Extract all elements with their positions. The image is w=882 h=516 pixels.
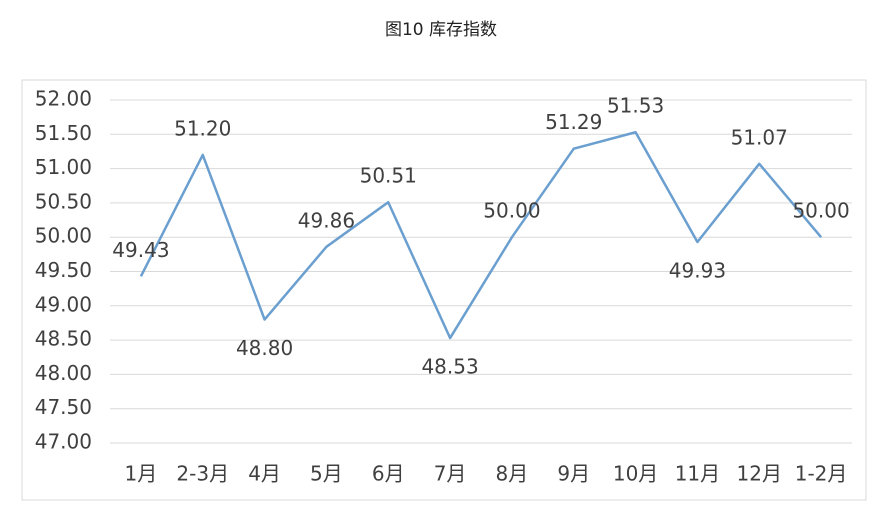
- data-label: 50.00: [792, 199, 849, 223]
- chart-title: 图10 库存指数: [385, 20, 497, 40]
- data-label: 48.80: [236, 336, 293, 360]
- chart-border: [21, 79, 867, 501]
- y-tick-label: 50.00: [35, 224, 92, 248]
- x-tick-label: 2-3月: [176, 462, 229, 486]
- data-line: [139, 130, 823, 340]
- x-tick-label: 8月: [496, 462, 529, 486]
- data-label: 48.53: [421, 355, 478, 379]
- y-tick-label: 51.00: [35, 155, 92, 179]
- data-label: 51.53: [607, 94, 664, 118]
- data-label: 49.86: [298, 208, 355, 232]
- data-label: 50.51: [360, 164, 417, 188]
- data-label: 51.20: [174, 116, 231, 140]
- y-tick-label: 49.50: [35, 258, 92, 282]
- y-tick-label: 47.50: [35, 395, 92, 419]
- data-label: 49.93: [669, 259, 726, 283]
- y-tick-label: 48.50: [35, 327, 92, 351]
- x-tick-label: 9月: [557, 462, 590, 486]
- x-tick-label: 12月: [737, 462, 782, 486]
- y-tick-label: 51.50: [35, 121, 92, 145]
- x-tick-label: 4月: [248, 462, 281, 486]
- y-tick-label: 48.00: [35, 361, 92, 385]
- data-label: 50.00: [483, 199, 540, 223]
- x-tick-label: 5月: [310, 462, 343, 486]
- data-label: 49.43: [112, 238, 169, 262]
- x-tick-label: 7月: [434, 462, 467, 486]
- x-tick-label: 1-2月: [795, 462, 848, 486]
- y-tick-label: 52.00: [35, 87, 92, 111]
- y-tick-label: 49.00: [35, 292, 92, 316]
- x-tick-label: 6月: [372, 462, 405, 486]
- x-tick-label: 10月: [613, 462, 658, 486]
- x-tick-label: 1月: [125, 462, 158, 486]
- y-tick-label: 47.00: [35, 430, 92, 454]
- y-tick-label: 50.50: [35, 189, 92, 213]
- data-label: 51.29: [545, 110, 602, 134]
- x-tick-label: 11月: [675, 462, 720, 486]
- data-label: 51.07: [731, 125, 788, 149]
